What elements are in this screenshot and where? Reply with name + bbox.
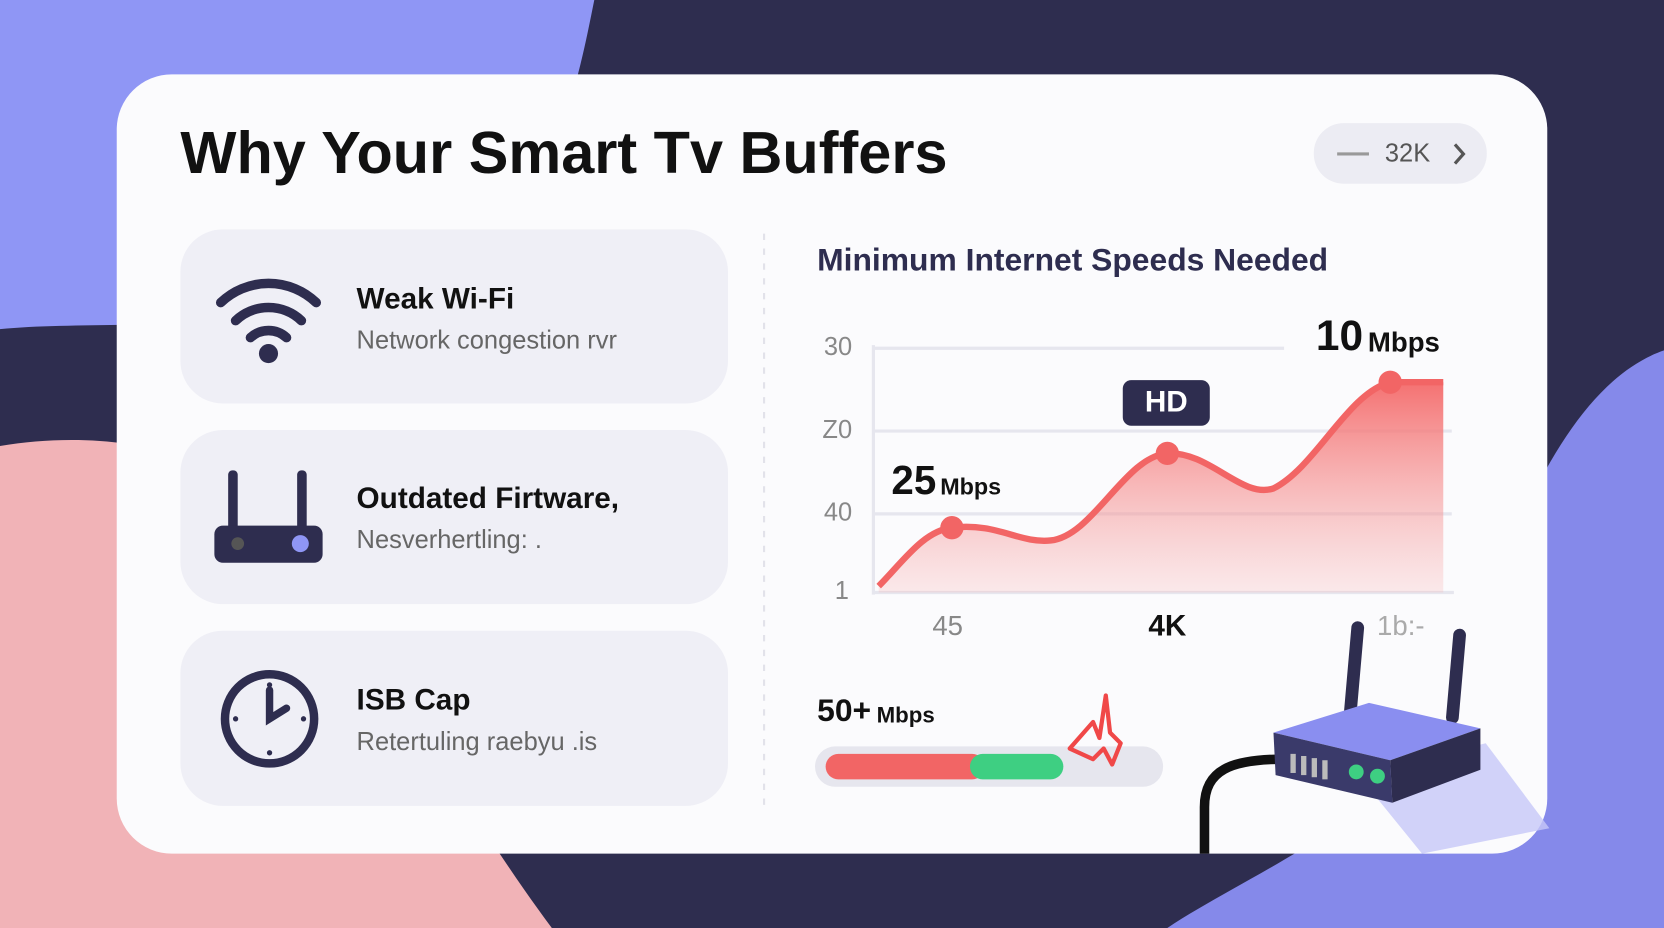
cause-card	[180, 229, 729, 404]
chart-title: Minimum Internet Speeds Needed	[817, 242, 1328, 278]
badge[interactable]	[1313, 123, 1487, 184]
y-label: 1	[835, 577, 849, 605]
clock-icon	[220, 669, 319, 768]
router-illustration	[1199, 621, 1550, 854]
cause-card	[180, 630, 729, 806]
cause-title: Weak Wi-Fi	[357, 282, 515, 315]
callout-badge	[1122, 380, 1210, 426]
callout-value: 10	[1316, 312, 1363, 359]
cause-subtitle: Nesverhertling: .	[357, 526, 542, 554]
y-label: 40	[824, 499, 852, 527]
cause-title: ISB Cap	[357, 684, 471, 717]
callout-unit: Mbps	[940, 474, 1001, 500]
bar-value: 50+	[817, 692, 871, 728]
cause-title: Outdated Firtware,	[357, 482, 619, 515]
cause-card	[180, 430, 729, 605]
cause-subtitle: Retertuling raebyu .is	[357, 728, 598, 756]
bar-red	[825, 753, 985, 780]
badge-text: 32K	[1385, 140, 1430, 168]
speed-point	[1378, 370, 1402, 394]
chevron	[1453, 143, 1466, 165]
callout-unit: Mbps	[1368, 326, 1440, 357]
router-icon	[214, 470, 323, 563]
x-label: 1b:-	[1377, 610, 1425, 641]
wifi-icon	[215, 278, 322, 343]
y-label: Z0	[822, 416, 852, 444]
title: Why Your Smart Tv Buffers	[180, 119, 947, 186]
speed-point	[940, 516, 964, 540]
bar-unit: Mbps	[877, 703, 935, 728]
wifi-dot	[258, 344, 279, 364]
cause-subtitle: Network congestion rvr	[357, 327, 618, 355]
lightning	[1067, 693, 1123, 767]
callout-value: HD	[1145, 385, 1188, 418]
bar-green	[969, 753, 1064, 780]
x-label: 4K	[1148, 609, 1187, 642]
callout-value: 25	[891, 457, 936, 503]
x-label: 45	[932, 610, 963, 641]
speed-point	[1155, 441, 1180, 466]
y-label: 30	[824, 333, 852, 361]
